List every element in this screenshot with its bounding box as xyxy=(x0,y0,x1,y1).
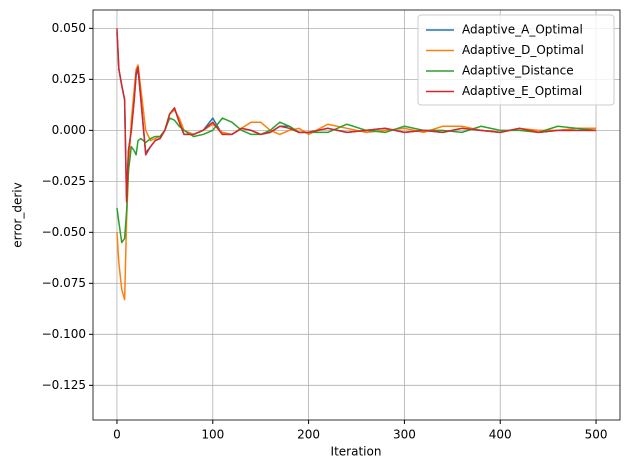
legend-label: Adaptive_D_Optimal xyxy=(462,43,584,57)
legend-label: Adaptive_A_Optimal xyxy=(462,23,583,37)
x-tick-label: 500 xyxy=(585,428,608,442)
y-tick-label: 0.050 xyxy=(52,21,86,35)
y-axis-label: error_deriv xyxy=(11,182,25,247)
x-tick-label: 300 xyxy=(393,428,416,442)
x-tick-label: 0 xyxy=(113,428,121,442)
y-tick-label: −0.125 xyxy=(42,378,86,392)
line-series xyxy=(116,117,597,244)
legend-label: Adaptive_E_Optimal xyxy=(462,84,582,98)
x-tick-label: 100 xyxy=(201,428,224,442)
y-tick-label: −0.025 xyxy=(42,174,86,188)
y-tick-label: −0.100 xyxy=(42,327,86,341)
y-tick-label: −0.075 xyxy=(42,276,86,290)
legend-label: Adaptive_Distance xyxy=(462,64,574,78)
x-tick-label: 200 xyxy=(297,428,320,442)
y-tick-label: 0.025 xyxy=(52,72,86,86)
x-tick-label: 400 xyxy=(489,428,512,442)
y-tick-label: 0.000 xyxy=(52,123,86,137)
axes-frame xyxy=(92,9,621,421)
legend: Adaptive_A_Optimal Adaptive_D_Optimal Adap… xyxy=(417,14,615,106)
y-tick-label: −0.050 xyxy=(42,225,86,239)
line-series xyxy=(116,28,597,203)
legend-box xyxy=(417,14,615,106)
x-axis-label: Iteration xyxy=(331,445,382,459)
